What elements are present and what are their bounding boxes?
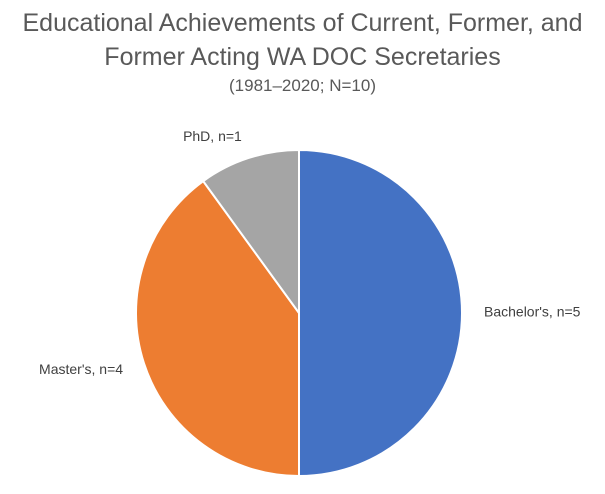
chart-subtitle: (1981–2020; N=10) bbox=[229, 76, 376, 95]
data-label: Master's, n=4 bbox=[39, 361, 123, 377]
data-label: PhD, n=1 bbox=[183, 128, 242, 144]
data-label: Bachelor's, n=5 bbox=[484, 304, 581, 320]
chart-title: Educational Achievements of Current, For… bbox=[22, 9, 583, 71]
pie-slice bbox=[135, 179, 300, 478]
pie-slice bbox=[201, 148, 300, 317]
pie-slice bbox=[298, 148, 463, 478]
